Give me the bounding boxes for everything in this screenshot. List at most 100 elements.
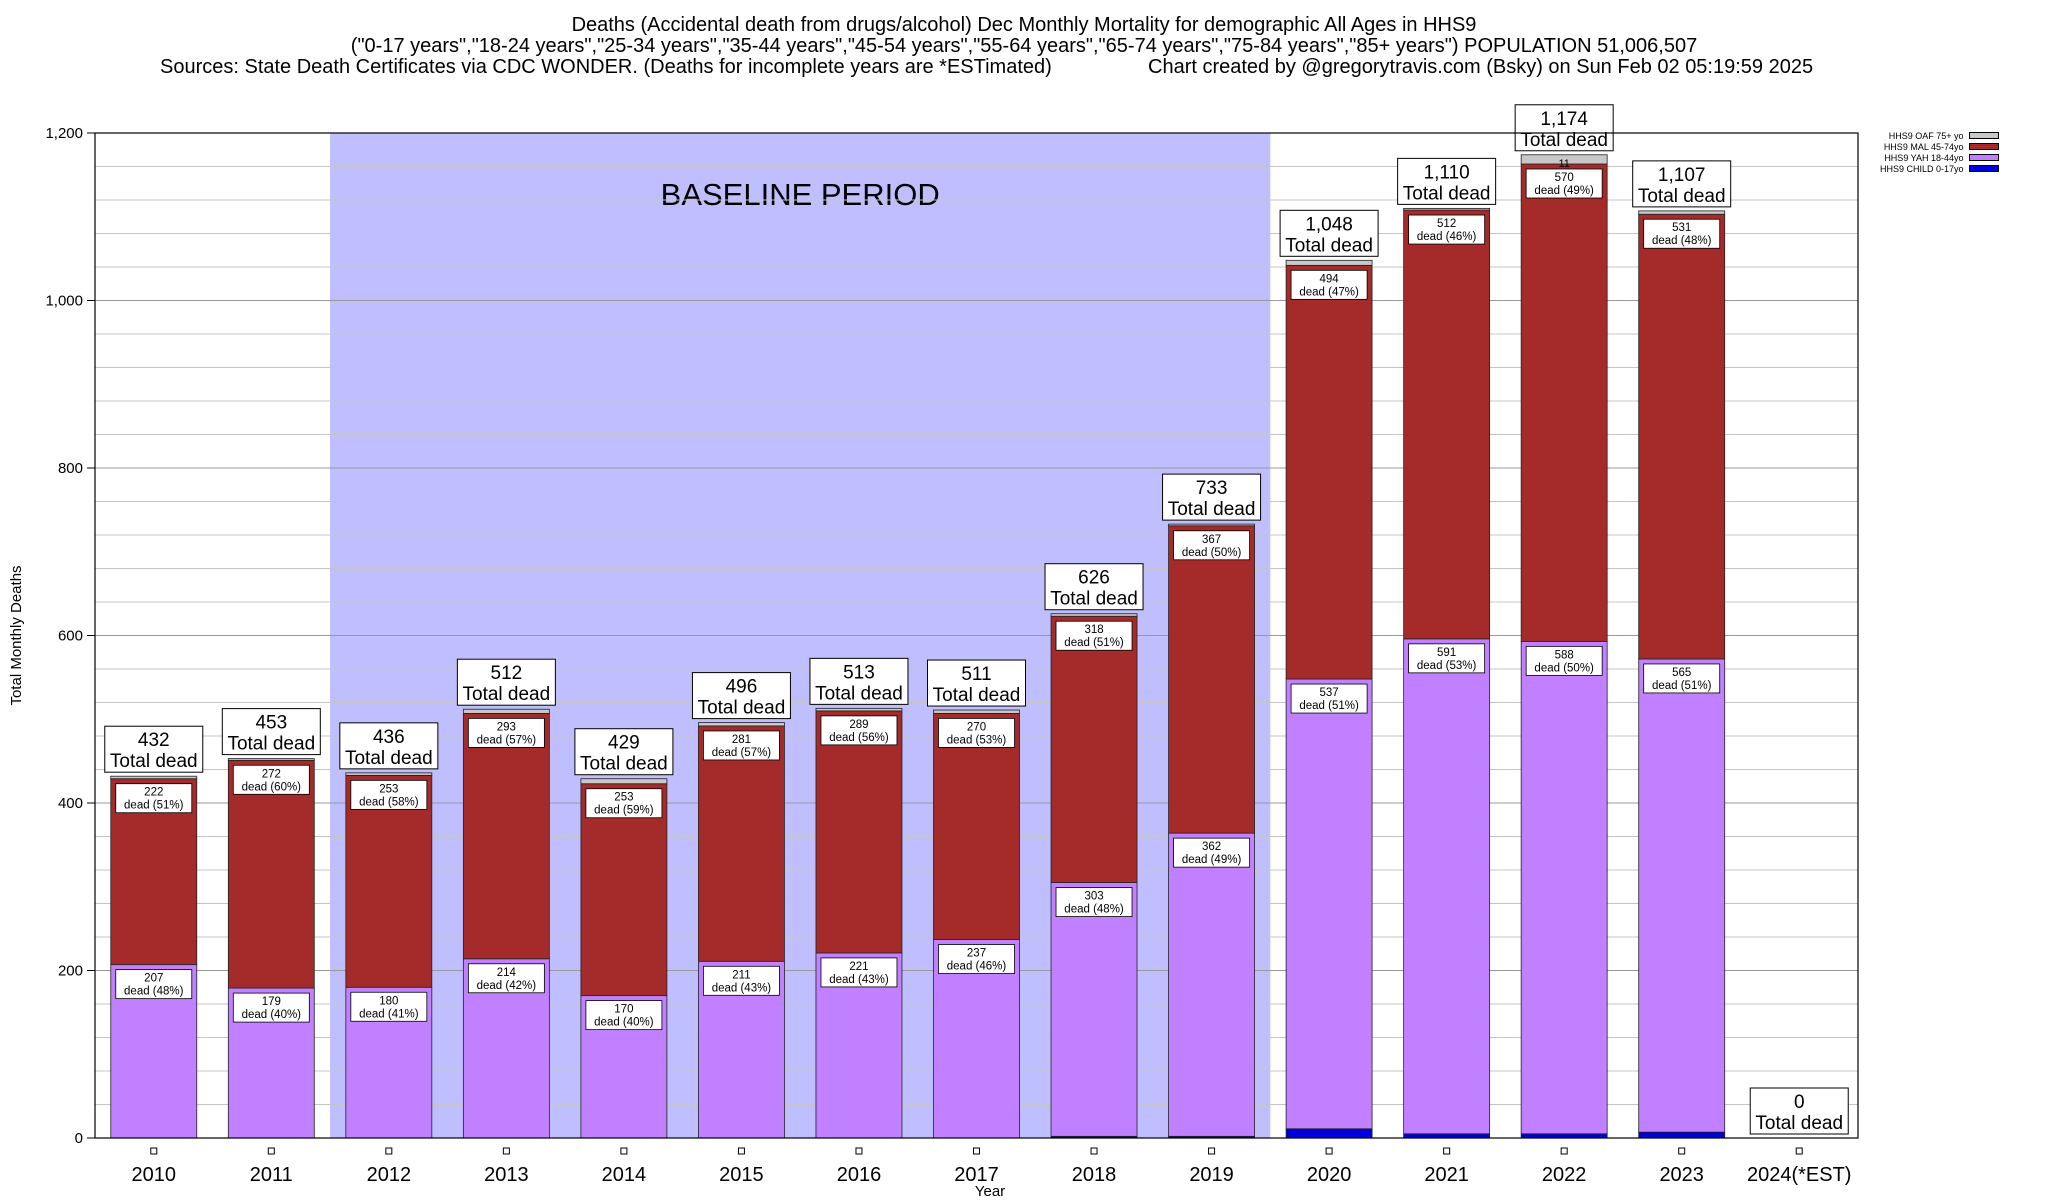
total-value-label: 1,174 (1540, 109, 1588, 130)
segment-label-box (938, 944, 1015, 974)
x-tick-marker (737, 1147, 745, 1155)
bar-hhs9-mal-45-74yo (1520, 163, 1608, 642)
chart-legend: HHS9 OAF 75+ yo HHS9 MAL 45-74yo HHS9 YAH … (1880, 130, 1999, 174)
total-label-box (1162, 473, 1262, 521)
yah-value-label: 180 (379, 995, 398, 1007)
mal-pct-label: dead (47%) (1299, 286, 1359, 298)
total-label-box (1632, 160, 1732, 208)
x-tick-marker (1090, 1147, 1098, 1155)
total-dead-label: Total dead (1638, 186, 1726, 207)
total-dead-label: Total dead (463, 684, 551, 705)
chart-credit: Chart created by @gregorytravis.com (Bsk… (1148, 56, 1814, 78)
segment-label-box (1643, 663, 1721, 694)
mal-value-label: 512 (1437, 218, 1456, 230)
total-value-label: 626 (1078, 568, 1110, 589)
x-tick-marker (385, 1147, 393, 1155)
bar-hhs9-yah-18-44yo (1050, 882, 1138, 1137)
yah-pct-label: dead (50%) (1534, 662, 1594, 674)
legend-label: HHS9 MAL 45-74yo (1883, 141, 1964, 152)
chart-title: Deaths (Accidental death from drugs/alco… (571, 14, 1477, 36)
x-tick-marker (855, 1147, 863, 1155)
segment-label-box (938, 717, 1015, 748)
total-dead-label: Total dead (110, 751, 198, 772)
total-value-label: 513 (843, 662, 875, 683)
total-dead-label: Total dead (580, 754, 668, 775)
bar-hhs9-mal-45-74yo (933, 712, 1020, 940)
segment-label-box (703, 730, 780, 761)
yah-pct-label: dead (40%) (242, 1009, 302, 1021)
x-tick-label: 2018 (1072, 1164, 1117, 1186)
segment-label-box (115, 969, 193, 1000)
yah-pct-label: dead (43%) (829, 974, 889, 986)
yah-value-label: 588 (1555, 649, 1574, 661)
bar-hhs9-oaf-75-yo (1638, 210, 1726, 215)
x-tick-label: 2015 (719, 1164, 764, 1186)
bar-hhs9-child-0-17yo (1285, 1128, 1373, 1139)
bar-hhs9-child-0-17yo (1403, 1133, 1491, 1139)
bar-hhs9-oaf-75-yo (462, 708, 550, 714)
bar-hhs9-mal-45-74yo (1638, 213, 1726, 660)
bar-hhs9-yah-18-44yo (1403, 638, 1491, 1135)
yah-value-label: 237 (967, 948, 986, 960)
segment-label-box (1408, 643, 1486, 674)
bar-hhs9-mal-45-74yo (815, 710, 903, 954)
legend-entry: HHS9 MAL 45-74yo (1880, 141, 1999, 152)
legend-entry: HHS9 OAF 75+ yo (1880, 130, 1999, 141)
mal-value-label: 293 (497, 721, 516, 733)
legend-entry: HHS9 CHILD 0-17yo (1880, 163, 1999, 174)
total-value-label: 436 (373, 727, 405, 748)
total-label-box (104, 725, 204, 773)
yah-pct-label: dead (46%) (947, 961, 1007, 973)
segment-label-box (1055, 887, 1133, 917)
bar-hhs9-oaf-75-yo (345, 772, 433, 776)
yah-value-label: 211 (732, 969, 750, 981)
bar-hhs9-oaf-75-yo (110, 775, 198, 780)
yah-value-label: 221 (849, 961, 868, 973)
y-tick-label: 200 (58, 963, 83, 980)
x-tick-label: 2013 (484, 1164, 529, 1186)
mal-pct-label: dead (59%) (594, 805, 654, 817)
bar-hhs9-oaf-75-yo (1285, 259, 1373, 266)
total-label-box (809, 657, 909, 705)
mal-pct-label: dead (49%) (1534, 185, 1594, 197)
mal-pct-label: dead (53%) (947, 734, 1007, 746)
x-tick-marker (1208, 1147, 1216, 1155)
x-tick-label: 2011 (250, 1164, 293, 1186)
mal-pct-label: dead (57%) (477, 734, 537, 746)
x-tick-marker (620, 1147, 628, 1155)
segment-label-box (467, 963, 545, 994)
total-label-box (339, 722, 439, 770)
yah-pct-label: dead (51%) (1299, 700, 1359, 712)
mal-pct-label: dead (60%) (242, 781, 302, 793)
bar-hhs9-mal-45-74yo (698, 725, 785, 962)
mal-pct-label: dead (56%) (829, 732, 889, 744)
yah-value-label: 591 (1437, 647, 1456, 659)
mal-value-label: 570 (1555, 172, 1574, 184)
segment-label-box (467, 717, 545, 748)
total-dead-label: Total dead (1520, 130, 1608, 151)
bar-hhs9-mal-45-74yo (1168, 525, 1255, 834)
legend-swatch (1968, 154, 1999, 161)
mal-pct-label: dead (57%) (712, 747, 772, 759)
x-tick-label: 2022 (1542, 1164, 1587, 1186)
y-tick-label: 1,000 (45, 293, 83, 310)
total-label-box (1514, 104, 1614, 152)
mal-value-label: 367 (1202, 534, 1221, 546)
segment-label-box (1643, 218, 1721, 249)
segment-label-box (1525, 645, 1603, 676)
segment-label-box (1290, 269, 1368, 300)
bar-hhs9-mal-45-74yo (1403, 209, 1491, 640)
x-tick-label: 2023 (1659, 1164, 1704, 1186)
yah-pct-label: dead (49%) (1182, 854, 1242, 866)
total-value-label: 496 (726, 677, 758, 698)
x-tick-marker (267, 1147, 275, 1155)
x-tick-marker (1443, 1147, 1451, 1155)
segment-label-box (1525, 168, 1603, 199)
total-dead-label: Total dead (345, 748, 433, 769)
chart-subtitle: ("0-17 years","18-24 years","25-34 years… (350, 35, 1698, 57)
mal-value-label: 318 (1084, 624, 1103, 636)
bar-hhs9-oaf-75-yo (1520, 154, 1608, 165)
mal-value-label: 281 (732, 734, 751, 746)
total-value-label: 453 (255, 713, 287, 734)
